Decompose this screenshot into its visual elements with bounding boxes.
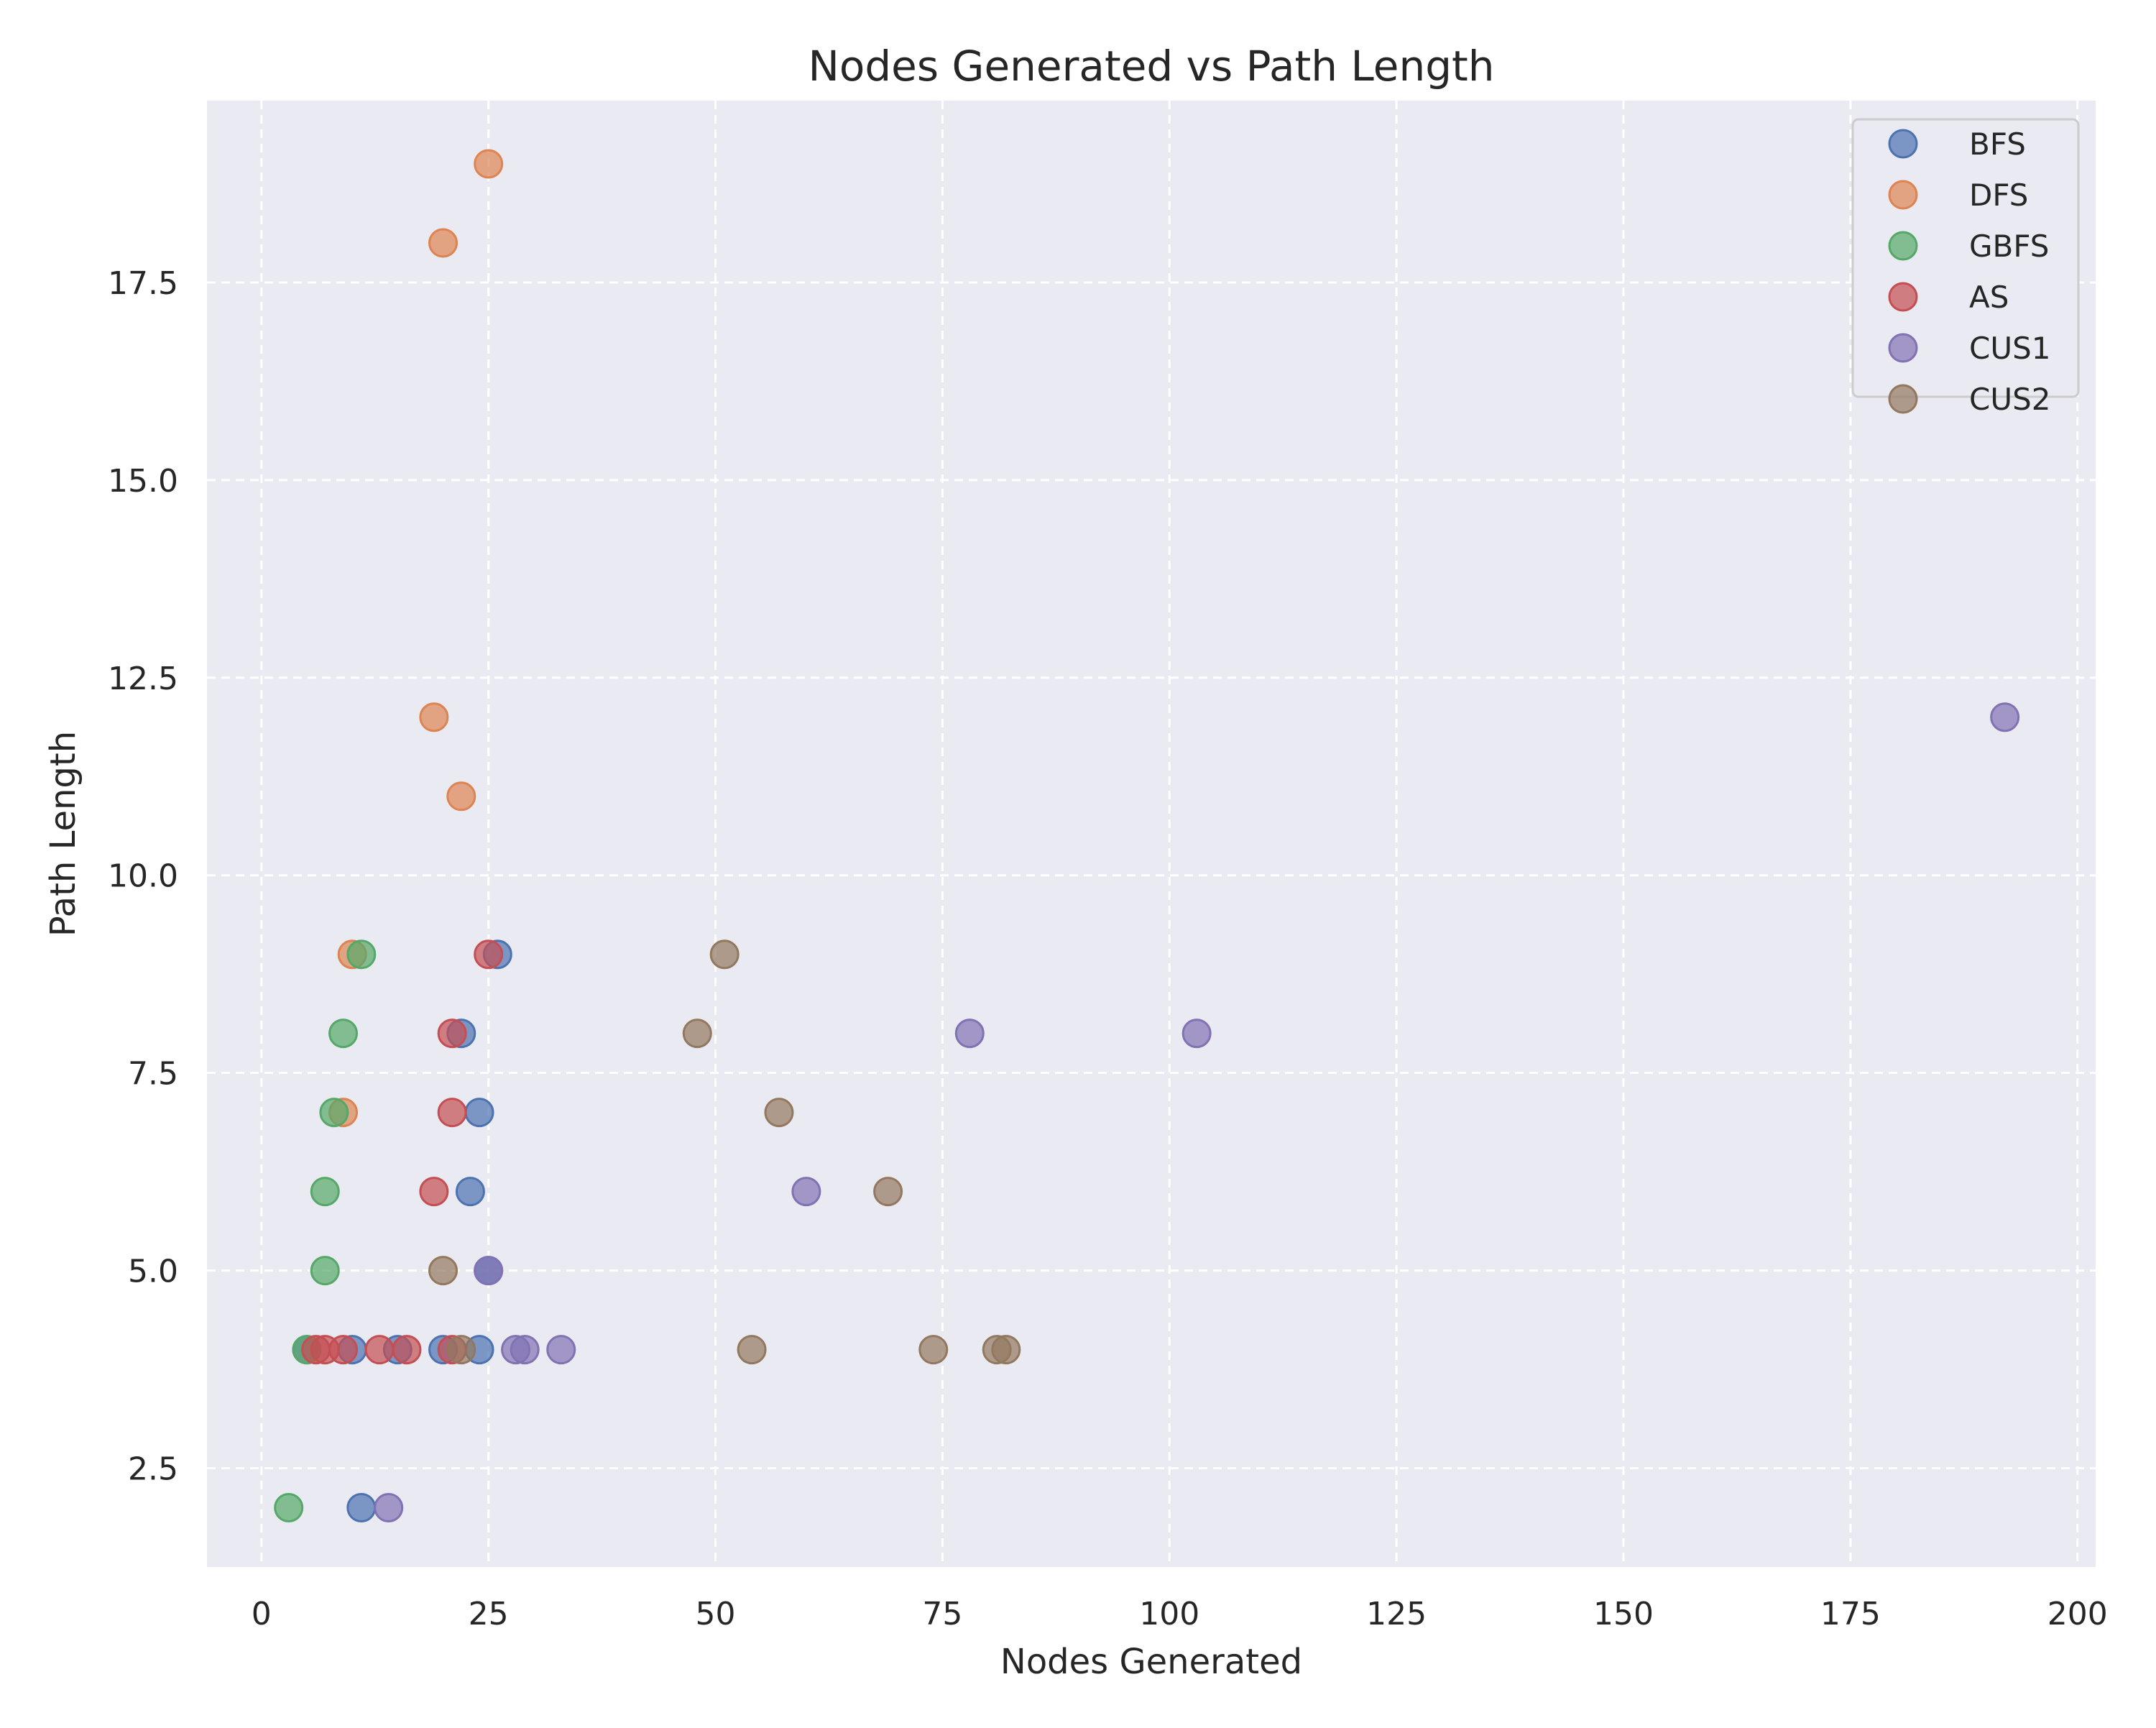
- data-point: [474, 149, 504, 179]
- legend-label: AS: [1969, 280, 2009, 315]
- data-point: [873, 1177, 903, 1207]
- y-tick-label: 2.5: [128, 1451, 178, 1488]
- data-point: [419, 1177, 449, 1207]
- x-tick-label: 125: [1366, 1596, 1427, 1632]
- legend-label: CUS2: [1969, 382, 2050, 417]
- series-cus2: [428, 939, 1021, 1365]
- data-point: [709, 939, 740, 970]
- data-point: [328, 1335, 359, 1365]
- data-point: [437, 1019, 467, 1049]
- data-point: [374, 1493, 404, 1523]
- data-points: [274, 149, 2020, 1523]
- plot-area: [207, 101, 2096, 1567]
- data-point: [991, 1335, 1021, 1365]
- legend-marker: [1888, 231, 1918, 261]
- data-point: [918, 1335, 949, 1365]
- data-point: [682, 1019, 712, 1049]
- legend-marker: [1888, 180, 1918, 210]
- x-tick-label: 0: [252, 1596, 272, 1632]
- y-tick-label: 15.0: [108, 463, 178, 500]
- data-point: [474, 939, 504, 970]
- legend-label: DFS: [1969, 178, 2028, 213]
- y-axis-ticks: 2.5 5.0 7.5 10.0 12.5 15.0 17.5: [108, 265, 178, 1488]
- data-point: [764, 1098, 794, 1128]
- data-point: [274, 1493, 304, 1523]
- data-point: [437, 1098, 467, 1128]
- x-axis-label: Nodes Generated: [1000, 1642, 1302, 1682]
- data-point: [737, 1335, 767, 1365]
- data-point: [310, 1177, 340, 1207]
- data-point: [310, 1256, 340, 1286]
- x-tick-label: 50: [696, 1596, 736, 1632]
- x-tick-label: 75: [922, 1596, 962, 1632]
- data-point: [791, 1177, 821, 1207]
- data-point: [446, 781, 476, 812]
- series-cus1: [374, 702, 2020, 1523]
- data-point: [346, 939, 377, 970]
- y-tick-label: 7.5: [128, 1056, 178, 1093]
- legend: BFS DFS GBFS AS CUS1 CUS2: [1851, 118, 2080, 417]
- x-tick-label: 25: [469, 1596, 509, 1632]
- chart-title: Nodes Generated vs Path Length: [808, 42, 1494, 91]
- data-point: [446, 1335, 476, 1365]
- data-point: [319, 1098, 349, 1128]
- data-point: [428, 228, 458, 258]
- legend-marker: [1888, 333, 1918, 363]
- y-tick-label: 12.5: [108, 661, 178, 697]
- data-point: [364, 1335, 395, 1365]
- legend-label: GBFS: [1969, 229, 2049, 264]
- data-point: [455, 1177, 485, 1207]
- grid: [207, 101, 2096, 1567]
- legend-marker: [1888, 282, 1918, 312]
- x-tick-label: 100: [1139, 1596, 1199, 1632]
- data-point: [1181, 1019, 1212, 1049]
- data-point: [328, 1019, 359, 1049]
- data-point: [474, 1256, 504, 1286]
- data-point: [954, 1019, 985, 1049]
- legend-marker: [1888, 129, 1918, 159]
- data-point: [1990, 702, 2020, 732]
- legend-label: CUS1: [1969, 331, 2050, 366]
- data-point: [464, 1098, 494, 1128]
- data-point: [428, 1256, 458, 1286]
- y-axis-label: Path Length: [43, 731, 83, 937]
- data-point: [546, 1335, 576, 1365]
- y-tick-label: 17.5: [108, 265, 178, 302]
- legend-label: BFS: [1969, 127, 2026, 162]
- y-tick-label: 5.0: [128, 1254, 178, 1290]
- data-point: [346, 1493, 377, 1523]
- x-axis-ticks: 0 25 50 75 100 125 150 175 200: [252, 1596, 2108, 1632]
- x-tick-label: 175: [1820, 1596, 1881, 1632]
- legend-marker: [1888, 384, 1918, 414]
- data-point: [419, 702, 449, 732]
- x-tick-label: 150: [1593, 1596, 1654, 1632]
- data-point: [392, 1335, 422, 1365]
- y-tick-label: 10.0: [108, 858, 178, 895]
- data-point: [510, 1335, 540, 1365]
- x-tick-label: 200: [2047, 1596, 2108, 1632]
